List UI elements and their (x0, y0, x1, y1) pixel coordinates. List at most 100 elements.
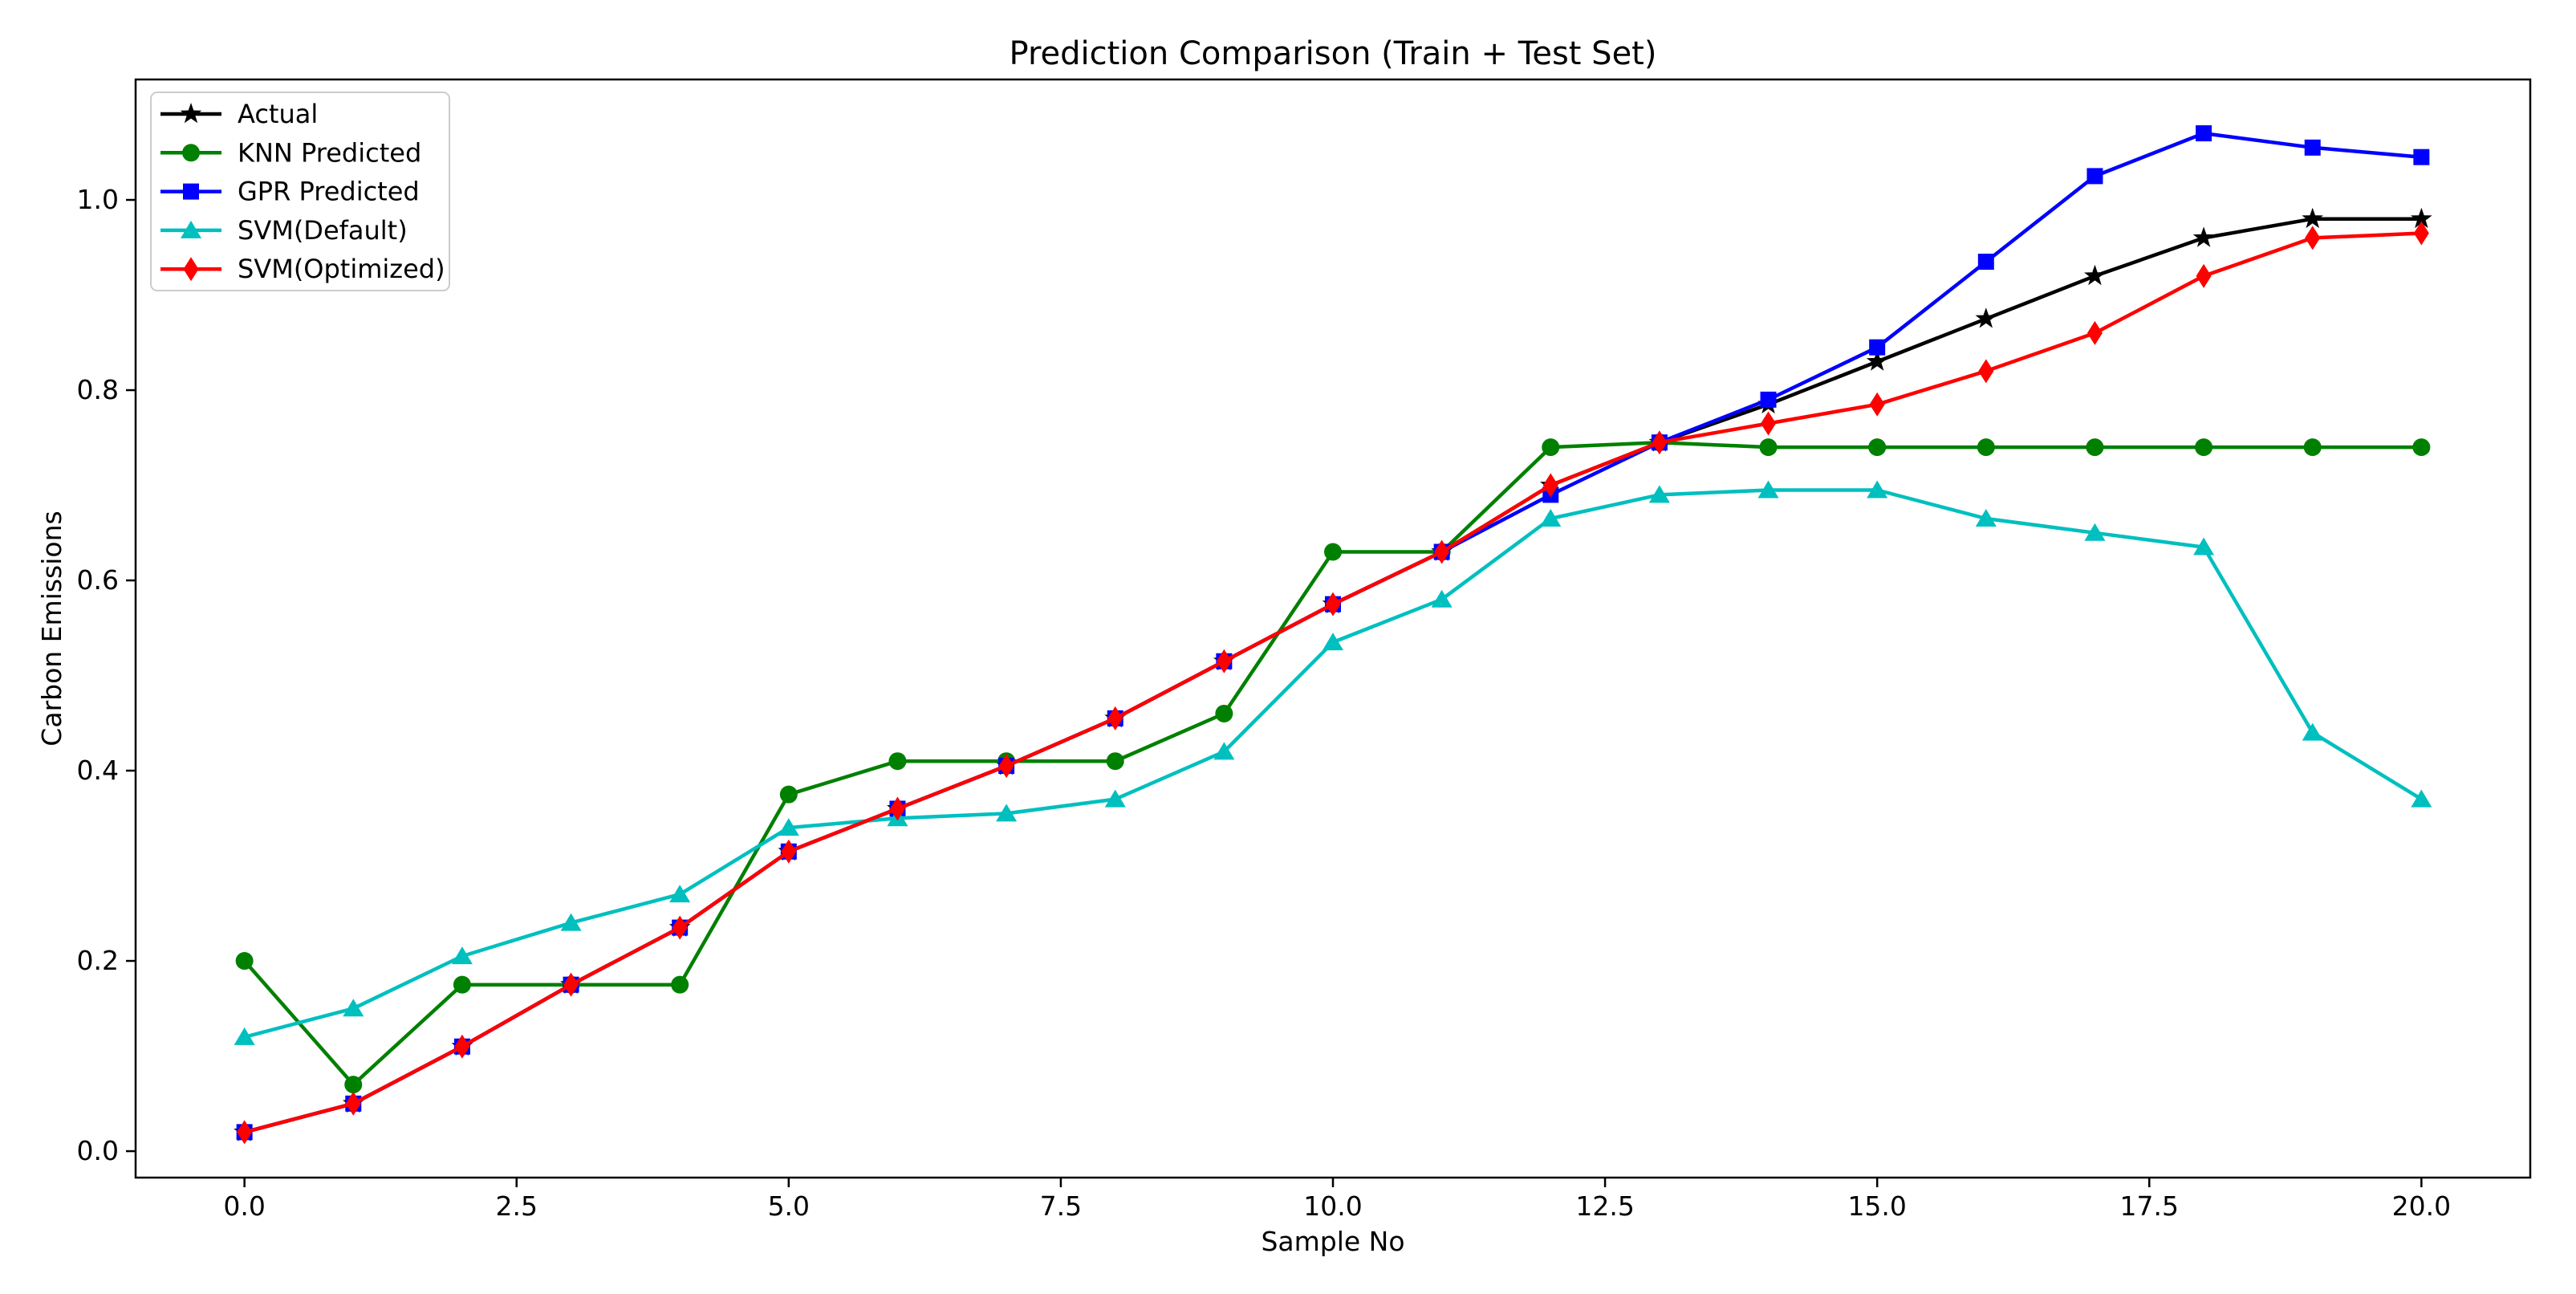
data-point (345, 1091, 361, 1116)
y-tick-label: 0.4 (77, 755, 119, 786)
data-point (563, 972, 579, 997)
data-point (996, 804, 1018, 822)
data-point (343, 999, 364, 1017)
data-point (888, 752, 907, 771)
data-point (2086, 438, 2104, 457)
x-tick-label: 5.0 (768, 1190, 810, 1222)
data-point (2084, 264, 2106, 286)
y-axis: 0.0 0.2 0.4 0.6 0.8 1.0 (77, 184, 136, 1166)
data-point (779, 785, 798, 804)
legend-marker-diamond-icon (183, 257, 199, 282)
data-point (1866, 350, 1888, 371)
data-point (1542, 473, 1558, 498)
x-tick-label: 7.5 (1040, 1190, 1082, 1222)
data-point (1325, 592, 1341, 616)
data-point (235, 952, 254, 970)
data-point (672, 915, 688, 940)
y-tick-label: 0.8 (77, 374, 119, 405)
legend: Actual KNN Predicted GPR Predicted SVM(Defa… (150, 92, 450, 291)
data-point (2305, 226, 2321, 250)
legend-item-svm-default: SVM(Default) (160, 215, 408, 246)
data-point (2411, 207, 2432, 229)
data-point (2302, 722, 2323, 741)
data-point (778, 818, 799, 836)
legend-label: KNN Predicted (238, 137, 421, 168)
data-point (2086, 168, 2103, 185)
data-point (1216, 649, 1232, 673)
data-point (2192, 226, 2215, 247)
data-point (1323, 633, 1343, 651)
legend-label: GPR Predicted (238, 177, 420, 207)
data-point (669, 885, 691, 903)
data-point (1760, 391, 1777, 408)
data-point (2196, 263, 2212, 288)
data-point (451, 946, 473, 965)
data-point (234, 1027, 255, 1045)
data-point (2302, 207, 2323, 229)
data-point (1324, 543, 1342, 561)
series-svm-default (234, 480, 2432, 1045)
x-tick-label: 0.0 (223, 1190, 265, 1222)
data-point (889, 796, 905, 821)
data-point (671, 975, 689, 994)
data-point (1648, 485, 1670, 503)
y-tick-label: 1.0 (77, 184, 119, 215)
data-point (2086, 320, 2103, 345)
legend-marker-star-icon (180, 103, 202, 124)
data-point (1761, 411, 1777, 436)
data-point (1978, 359, 1994, 384)
data-point (781, 839, 797, 864)
data-point (1215, 704, 1233, 722)
x-tick-label: 10.0 (1303, 1190, 1362, 1222)
data-point (454, 1034, 470, 1059)
legend-marker-square-icon (183, 183, 199, 200)
x-tick-label: 17.5 (2120, 1190, 2179, 1222)
data-point (2195, 438, 2213, 457)
data-point (1975, 509, 1997, 527)
data-point (1977, 438, 1995, 457)
data-point (1540, 509, 1562, 527)
data-point (2304, 139, 2321, 156)
data-point (1869, 339, 1886, 356)
data-point (237, 1120, 253, 1145)
data-point (1213, 742, 1235, 760)
data-point (1869, 392, 1885, 417)
x-axis-label: Sample No (1261, 1226, 1404, 1257)
legend-item-gpr-predicted: GPR Predicted (160, 177, 420, 207)
legend-item-knn-predicted: KNN Predicted (160, 137, 421, 168)
data-point (2303, 438, 2322, 457)
data-point (1104, 789, 1126, 808)
data-point (2196, 125, 2212, 142)
legend-marker-circle-icon (182, 144, 200, 162)
data-point (1431, 589, 1453, 608)
legend-label: SVM(Default) (238, 215, 408, 246)
data-point (344, 1076, 363, 1094)
y-axis-label: Carbon Emissions (36, 511, 67, 746)
data-point (2193, 537, 2215, 555)
x-tick-label: 2.5 (495, 1190, 537, 1222)
data-point (2413, 221, 2429, 246)
data-point (1759, 438, 1778, 457)
series-svm-optimized (237, 221, 2429, 1145)
data-point (453, 975, 471, 994)
legend-item-svm-optimized: SVM(Optimized) (160, 254, 445, 284)
data-point (1868, 438, 1887, 457)
data-point (1977, 254, 1994, 271)
data-point (998, 754, 1014, 779)
data-point (1106, 752, 1124, 771)
x-tick-label: 20.0 (2392, 1190, 2451, 1222)
series-knn-predicted (235, 433, 2431, 1094)
data-point (2413, 149, 2430, 165)
legend-marker-triangle-icon (181, 220, 201, 238)
x-tick-label: 15.0 (1847, 1190, 1906, 1222)
data-point (1652, 430, 1668, 455)
x-tick-label: 12.5 (1575, 1190, 1634, 1222)
data-point (2084, 523, 2106, 541)
data-point (1867, 480, 1888, 498)
data-point (1542, 438, 1560, 457)
data-point (560, 913, 582, 931)
y-tick-label: 0.6 (77, 564, 119, 596)
y-tick-label: 0.0 (77, 1135, 119, 1166)
